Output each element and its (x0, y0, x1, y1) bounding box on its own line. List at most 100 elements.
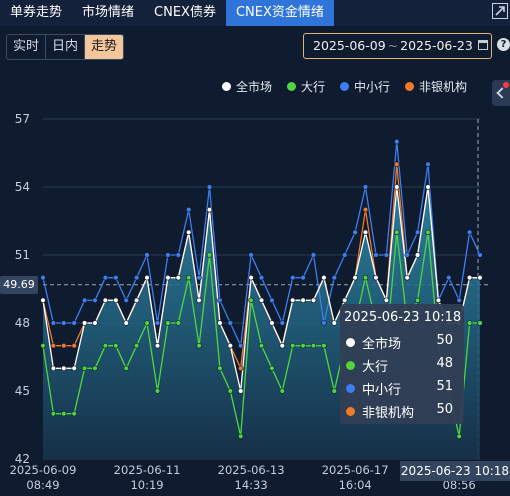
data-point-small (71, 320, 77, 326)
data-point-market (81, 320, 88, 326)
data-point-nonbank (71, 343, 77, 349)
tooltip-value: 51 (436, 379, 453, 394)
data-point-small (394, 139, 400, 145)
data-point-big (279, 388, 285, 394)
data-point-big (123, 365, 129, 371)
data-point-market (248, 275, 254, 281)
data-point-market (196, 297, 202, 303)
legend-dot (405, 82, 415, 91)
crosshair-y-label: 49.69 (0, 276, 38, 294)
data-point-small (310, 252, 317, 258)
data-point-small (477, 252, 483, 258)
legend-item-nonbank[interactable]: 非银机构 (405, 78, 467, 95)
data-point-small (362, 184, 369, 190)
tab-cnex-bond[interactable]: CNEX债券 (154, 5, 216, 20)
data-point-small (466, 229, 473, 236)
data-point-market (466, 275, 473, 281)
x-tick-time: 08:49 (26, 478, 59, 492)
tooltip-dot (346, 338, 355, 347)
data-point-big (321, 343, 327, 349)
tooltip-row-big: 大行 48 (344, 356, 458, 376)
data-point-market (133, 297, 140, 303)
data-point-market (113, 297, 119, 303)
tab-cnex-funding-sentiment[interactable]: CNEX资金情绪 (225, 0, 334, 26)
notification-dot (503, 82, 509, 88)
tooltip-dot (346, 384, 355, 393)
chart-tooltip: 2025-06-23 10:18 全市场 50 大行 48 中小行 51 非银机构 50 (340, 304, 464, 424)
mode-trend-button[interactable]: 走势 (85, 35, 124, 59)
chart-legend: 全市场 大行 中小行 非银机构 (222, 78, 482, 95)
data-point-big (300, 343, 306, 349)
tooltip-value: 48 (436, 356, 453, 371)
data-point-big (61, 411, 67, 417)
tooltip-row-small: 中小行 51 (344, 379, 458, 399)
tooltip-name: 大行 (362, 360, 389, 375)
tooltip-name: 非银机构 (362, 406, 415, 421)
y-tick-label: 42 (15, 452, 30, 466)
tab-bar: 单券走势 市场情绪 CNEX债券 CNEX资金情绪 (0, 0, 510, 26)
data-point-big (133, 343, 140, 349)
data-point-big (394, 229, 400, 236)
y-tick-label: 51 (15, 248, 30, 262)
data-point-market (186, 229, 192, 236)
data-point-market (300, 297, 306, 303)
legend-dot (222, 82, 231, 91)
x-tick-date: 2025-06-13 (218, 463, 285, 477)
data-point-big (81, 365, 88, 371)
data-point-small (227, 320, 234, 326)
date-range-picker[interactable]: 2025-06-09 ~2025-06-23 (303, 33, 492, 59)
data-point-big (227, 388, 234, 394)
y-tick-label: 48 (15, 316, 30, 330)
data-point-market (92, 320, 98, 326)
tooltip-row-nonbank: 非银机构 50 (344, 402, 458, 422)
legend-dot (287, 82, 297, 91)
data-point-small (165, 252, 171, 258)
data-point-big (466, 320, 473, 326)
help-icon[interactable]: ? (497, 38, 510, 51)
data-point-market (477, 275, 483, 281)
tooltip-value: 50 (436, 402, 453, 417)
tab-market-sentiment[interactable]: 市场情绪 (82, 5, 135, 20)
data-point-market (123, 320, 129, 326)
tab-single-bond[interactable]: 单券走势 (10, 5, 63, 20)
data-point-big (331, 388, 337, 394)
data-point-market (290, 297, 296, 303)
mode-realtime-button[interactable]: 实时 (7, 35, 47, 59)
legend-dot (340, 82, 350, 91)
data-point-small (248, 252, 254, 258)
data-point-small (154, 320, 161, 326)
data-point-small (175, 252, 182, 258)
legend-item-big[interactable]: 大行 (287, 78, 325, 95)
date-end: 2025-06-23 (400, 38, 473, 53)
tooltip-row-market: 全市场 50 (344, 333, 458, 353)
y-tick-label: 45 (15, 384, 30, 398)
data-point-big (248, 297, 254, 303)
data-point-market (144, 275, 150, 281)
data-point-small (196, 275, 202, 281)
data-point-small (373, 252, 379, 258)
data-point-big (310, 343, 317, 349)
mode-intraday-button[interactable]: 日内 (46, 35, 86, 59)
data-point-big (414, 297, 421, 303)
legend-item-market[interactable]: 全市场 (222, 78, 272, 95)
x-tick-date: 2025-06-09 (10, 463, 77, 477)
data-point-market (331, 320, 337, 326)
data-point-small (404, 252, 410, 258)
data-point-small (342, 252, 348, 258)
x-tick-time: 10:19 (130, 478, 163, 492)
tooltip-dot (346, 361, 355, 370)
data-point-market (414, 252, 421, 258)
legend-label: 全市场 (236, 80, 273, 94)
fullscreen-icon[interactable] (492, 3, 508, 19)
data-point-big (92, 365, 98, 371)
data-point-big (425, 229, 431, 236)
data-point-market (61, 365, 67, 371)
legend-item-small[interactable]: 中小行 (340, 78, 390, 95)
data-point-small (40, 275, 46, 281)
data-point-market (394, 184, 400, 190)
data-point-small (238, 343, 244, 349)
tooltip-title: 2025-06-23 10:18 (344, 310, 462, 325)
x-tick-time: 16:04 (339, 478, 372, 492)
data-point-market (102, 297, 109, 303)
data-point-market (165, 275, 171, 281)
